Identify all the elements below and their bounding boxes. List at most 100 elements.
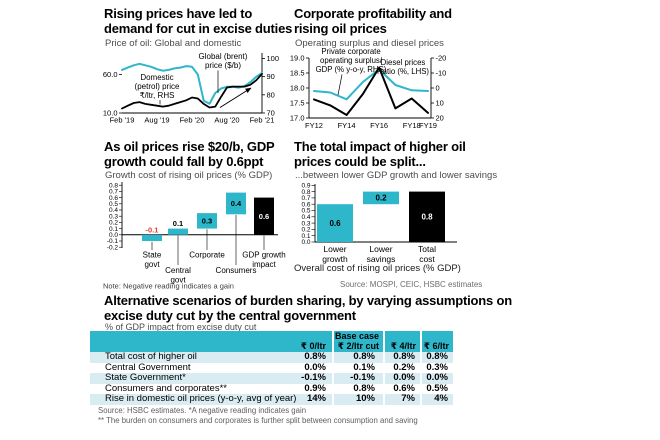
svg-text:0.2: 0.2 [109,220,118,227]
cell-value: 0.6% [383,383,420,394]
title-line: excise duty cut by the central governmen… [104,308,356,323]
row-label: Total cost of higher oil [105,351,197,362]
svg-text:GDP (% y-o-y, RHS): GDP (% y-o-y, RHS) [316,65,387,74]
cell-value: 7% [383,393,420,405]
table-footnote: Source: HSBC estimates. *A negative read… [98,406,307,415]
svg-text:60.0: 60.0 [103,70,118,79]
svg-text:Domestic: Domestic [140,73,173,82]
table-header-cell: ₹ 0/ltr [90,331,332,352]
svg-text:Aug '19: Aug '19 [144,116,169,125]
svg-text:Global (brent): Global (brent) [199,52,248,61]
svg-text:FY18: FY18 [403,121,421,130]
panel1-title: Rising prices have led to demand for cut… [104,6,304,36]
svg-text:-10: -10 [436,69,447,78]
cell-value: 0.9% [304,382,326,394]
panel2-title: Corporate profitability and rising oil p… [294,6,504,36]
svg-text:impact: impact [252,260,276,269]
cell-value: 14% [306,393,326,404]
svg-text:0.8: 0.8 [301,189,310,196]
cell-value: 0.5% [420,383,453,394]
column-group-header: Base case [334,331,379,341]
table-footnote: ** The burden on consumers and corporate… [98,416,418,425]
svg-text:0.1: 0.1 [301,233,310,240]
cell-value: 0.3% [420,362,453,373]
svg-text:10.0: 10.0 [103,109,118,118]
svg-text:-0.2: -0.2 [107,244,119,251]
title-line: rising oil prices [294,21,387,36]
row-label: Central Government [105,361,191,373]
table-subtitle: % of GDP impact from excise duty cut [105,322,257,332]
table-row: State Government* -0.1% -0.1% 0.0% 0.0% [90,372,453,384]
title-line: growth could fall by 0.6ppt [104,154,264,169]
svg-text:19.0: 19.0 [290,54,305,63]
svg-text:90: 90 [267,72,275,81]
gdp-waterfall-chart: 0.8 0.7 0.6 0.5 0.4 0.3 0.2 0.1 0.0 -0.1 -0.2 -0.1 S… [100,179,290,291]
panel2-subtitle: Operating surplus and diesel prices [295,38,444,49]
svg-text:20: 20 [436,114,444,123]
cell-value: 0.8% [420,351,453,363]
svg-text:18.0: 18.0 [290,84,305,93]
panel4-source: Source: MOSPI, CEIC, HSBC estimates [340,280,483,289]
svg-text:0.1: 0.1 [109,226,118,233]
svg-text:-20: -20 [436,54,447,63]
svg-text:growth: growth [322,254,348,264]
svg-text:0.6: 0.6 [109,195,118,202]
svg-text:0.8: 0.8 [109,182,118,189]
column-header: ₹ 4/ltr [390,341,416,351]
table-row: Consumers and corporates** 0.9% 0.8% 0.6… [90,382,453,394]
svg-text:GDP growth: GDP growth [242,251,285,260]
svg-text:Lower: Lower [323,244,346,254]
title-line: Rising prices have led to [104,6,253,21]
table-row: Total cost of higher oil 0.8% 0.8% 0.8% … [90,351,453,363]
table-row: Central Government 0.0% 0.1% 0.2% 0.3% [90,361,453,373]
title-line: As oil prices rise $20/b, GDP [104,139,275,154]
cell-value: 10% [332,393,383,405]
svg-text:savings: savings [367,254,396,264]
panel4-title: The total impact of higher oil prices co… [294,139,504,169]
svg-text:₹/ltr, RHS: ₹/ltr, RHS [140,91,175,100]
title-line: The total impact of higher oil [294,139,466,154]
table-header-row: ₹ 0/ltr Base case ₹ 2/ltr cut ₹ 4/ltr ₹ … [90,331,453,352]
svg-text:FY14: FY14 [338,121,356,130]
svg-text:100: 100 [267,54,280,63]
svg-text:0.2: 0.2 [301,227,310,234]
svg-text:18.5: 18.5 [290,69,305,78]
panel3-subtitle: Growth cost of rising oil prices (% GDP) [105,170,273,181]
title-line: demand for cut in excise duties [104,21,293,36]
svg-text:-0.1: -0.1 [107,238,119,245]
title-line: Corporate profitability and [294,6,452,21]
svg-text:cost: cost [419,254,435,264]
svg-text:0.7: 0.7 [301,195,310,202]
panel4-axis-caption: Overall cost of rising oil prices (% GDP… [294,263,461,274]
panel1-subtitle: Price of oil: Global and domestic [105,38,242,49]
svg-text:Aug '20: Aug '20 [214,116,239,125]
cell-value: 0.8% [332,383,383,394]
svg-text:0.6: 0.6 [301,201,310,208]
svg-text:0.0: 0.0 [301,239,310,246]
svg-text:0.3: 0.3 [202,216,212,225]
svg-text:Lower: Lower [369,244,392,254]
column-header: ₹ 0/ltr [300,341,326,351]
cell-value: -0.1% [301,372,326,383]
svg-text:Consumers: Consumers [216,266,257,275]
scenario-table: ₹ 0/ltr Base case ₹ 2/ltr cut ₹ 4/ltr ₹ … [90,331,453,405]
svg-text:FY12: FY12 [305,121,323,130]
svg-text:0.3: 0.3 [301,220,310,227]
svg-text:Private corporate: Private corporate [321,47,380,56]
svg-text:17.5: 17.5 [290,99,305,108]
svg-text:0.4: 0.4 [109,207,118,214]
svg-text:Ratio (%, LHS): Ratio (%, LHS) [377,67,429,76]
cell-value: 0.0% [420,372,453,384]
svg-text:Feb '21: Feb '21 [250,116,275,125]
svg-text:0.6: 0.6 [329,219,341,228]
svg-text:0.5: 0.5 [109,201,118,208]
panel4-subtitle: ...between lower GDP growth and lower sa… [295,170,498,181]
table-header-cell: Base case ₹ 2/ltr cut [332,331,383,352]
cell-value: 0.2% [383,362,420,373]
table-title: Alternative scenarios of burden sharing,… [104,293,544,323]
cell-value: 0.8% [332,351,383,363]
row-label: State Government* [105,372,186,383]
table-row: Rise in domestic oil prices (y-o-y, avg … [90,393,453,405]
title-line: Alternative scenarios of burden sharing,… [104,293,512,308]
